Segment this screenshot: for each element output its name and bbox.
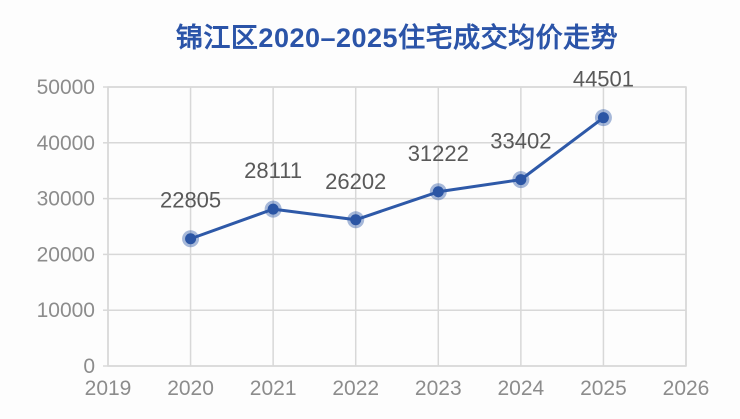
y-axis-label: 0 [83,355,95,378]
data-point [515,174,527,186]
y-axis-label: 30000 [37,188,95,211]
plot-border [107,86,687,367]
x-axis-label: 2022 [332,377,379,400]
data-point-label: 26202 [325,169,386,194]
data-point-label: 28111 [244,158,302,183]
y-axis-label: 50000 [37,76,95,99]
chart-title: 锦江区2020–2025住宅成交均价走势 [175,23,619,53]
data-point [350,214,362,226]
x-axis-label: 2021 [250,377,297,400]
x-axis-label: 2025 [580,377,627,400]
data-point-label: 31222 [408,141,469,166]
data-point-label: 33402 [490,129,551,154]
data-point-label: 22805 [160,188,221,213]
y-axis-label: 20000 [37,243,95,266]
x-axis-label: 2026 [663,377,710,400]
x-axis-label: 2019 [85,377,132,400]
x-axis-label: 2023 [415,377,462,400]
data-point [185,233,197,245]
data-point [597,112,609,124]
y-axis-label: 10000 [37,299,95,322]
y-axis-label: 40000 [37,132,95,155]
data-point [267,203,279,215]
data-point [432,186,444,198]
x-axis-label: 2020 [167,377,214,400]
x-axis-label: 2024 [497,377,544,400]
price-series-line [190,116,605,241]
data-point-label: 44501 [573,67,634,92]
